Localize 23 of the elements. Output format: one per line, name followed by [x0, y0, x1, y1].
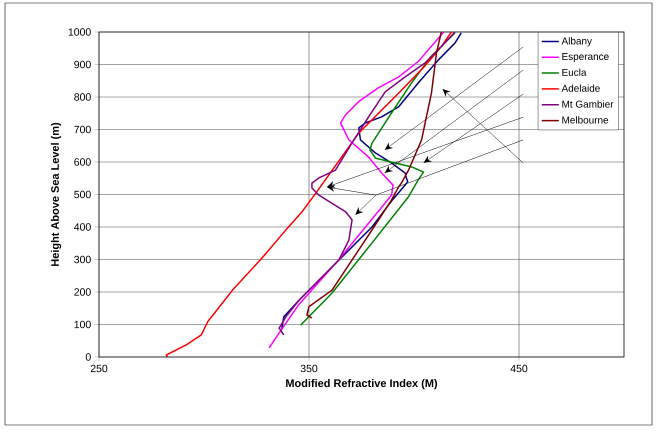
y-tick-label: 400	[74, 223, 91, 231]
legend-label: Adelaide	[562, 84, 600, 92]
x-tick-label: 450	[510, 364, 528, 372]
y-tick-label: 100	[74, 320, 91, 328]
y-tick-label: 1000	[68, 28, 91, 36]
y-tick-label: 800	[74, 93, 91, 101]
legend-label: Eucla	[562, 68, 586, 76]
y-tick-label: 200	[74, 288, 91, 296]
y-tick-label: 0	[86, 353, 91, 361]
x-axis-title: Modified Refractive Index (M)	[286, 379, 438, 390]
legend-label: Melbourne	[562, 116, 608, 124]
legend-label: Mt Gambier	[562, 100, 614, 108]
y-tick-label: 700	[74, 126, 91, 134]
y-axis-title: Height Above Sea Level (m)	[50, 122, 62, 266]
x-tick-label: 350	[300, 364, 318, 372]
line-series	[165, 32, 452, 357]
y-tick-label: 600	[74, 158, 91, 166]
y-tick-label: 900	[74, 60, 91, 68]
y-tick-label: 300	[74, 256, 91, 264]
x-tick-label: 250	[90, 364, 108, 372]
y-tick-label: 500	[74, 190, 91, 198]
legend-label: Albany	[562, 37, 592, 46]
legend-label: Esperance	[562, 53, 609, 62]
